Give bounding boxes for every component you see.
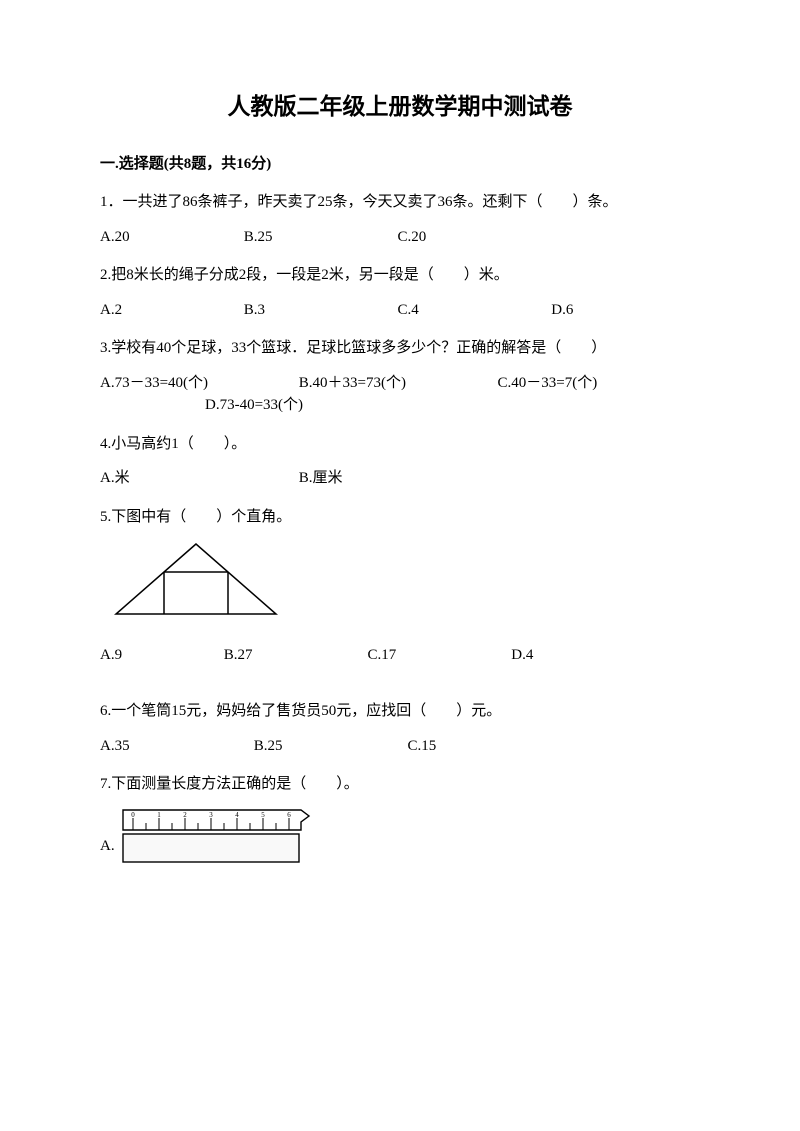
svg-text:2: 2 bbox=[183, 811, 187, 819]
q3-opt-a: A.73－33=40(个) bbox=[100, 372, 295, 395]
q5-text: 5.下图中有（ ）个直角。 bbox=[100, 506, 700, 529]
q4-opt-b: B.厘米 bbox=[299, 467, 343, 490]
q4-opt-a: A.米 bbox=[100, 467, 295, 490]
q5-opt-d: D.4 bbox=[511, 644, 533, 667]
q2-opt-c: C.4 bbox=[398, 299, 548, 322]
question-6: 6.一个笔筒15元，妈妈给了售货员50元，应找回（ ）元。 A.35 B.25 … bbox=[100, 700, 700, 757]
q5-opt-b: B.27 bbox=[224, 644, 364, 667]
ruler-diagram-icon: 0 1 2 3 4 5 6 bbox=[121, 808, 311, 866]
q7-figure: A. 0 bbox=[100, 808, 700, 866]
q4-text: 4.小马高约1（ ）。 bbox=[100, 433, 700, 456]
question-4: 4.小马高约1（ ）。 A.米 B.厘米 bbox=[100, 433, 700, 490]
q1-options: A.20 B.25 C.20 bbox=[100, 226, 700, 249]
q6-text: 6.一个笔筒15元，妈妈给了售货员50元，应找回（ ）元。 bbox=[100, 700, 700, 723]
q2-text: 2.把8米长的绳子分成2段，一段是2米，另一段是（ ）米。 bbox=[100, 264, 700, 287]
svg-text:5: 5 bbox=[261, 811, 265, 819]
q2-opt-a: A.2 bbox=[100, 299, 240, 322]
q5-opt-a: A.9 bbox=[100, 644, 220, 667]
q4-options: A.米 B.厘米 bbox=[100, 467, 700, 490]
q2-opt-d: D.6 bbox=[551, 299, 573, 322]
q3-opt-d: D.73-40=33(个) bbox=[205, 394, 303, 417]
section-header: 一.选择题(共8题，共16分) bbox=[100, 153, 700, 176]
question-5: 5.下图中有（ ）个直角。 A.9 B.27 C.17 D.4 bbox=[100, 506, 700, 667]
q5-opt-c: C.17 bbox=[368, 644, 508, 667]
page-title: 人教版二年级上册数学期中测试卷 bbox=[100, 90, 700, 125]
q6-options: A.35 B.25 C.15 bbox=[100, 735, 700, 758]
question-1: 1．一共进了86条裤子，昨天卖了25条，今天又卖了36条。还剩下（ ）条。 A.… bbox=[100, 191, 700, 248]
q5-options: A.9 B.27 C.17 D.4 bbox=[100, 644, 700, 667]
question-3: 3.学校有40个足球，33个篮球．足球比篮球多多少个？正确的解答是（ ） A.7… bbox=[100, 337, 700, 417]
svg-text:3: 3 bbox=[209, 811, 213, 819]
q3-opt-b: B.40＋33=73(个) bbox=[299, 372, 494, 395]
q3-opt-c: C.40－33=7(个) bbox=[498, 372, 598, 395]
q2-opt-b: B.3 bbox=[244, 299, 394, 322]
svg-text:0: 0 bbox=[131, 811, 135, 819]
q6-opt-a: A.35 bbox=[100, 735, 250, 758]
q7-opt-a: A. bbox=[100, 835, 115, 866]
q3-options: A.73－33=40(个) B.40＋33=73(个) C.40－33=7(个)… bbox=[100, 372, 700, 417]
svg-text:4: 4 bbox=[235, 811, 239, 819]
q6-opt-c: C.15 bbox=[408, 735, 437, 758]
q6-opt-b: B.25 bbox=[254, 735, 404, 758]
q7-text: 7.下面测量长度方法正确的是（ ）。 bbox=[100, 773, 700, 796]
triangle-diagram-icon bbox=[110, 540, 282, 618]
q1-opt-a: A.20 bbox=[100, 226, 240, 249]
q1-opt-c: C.20 bbox=[398, 226, 427, 249]
svg-text:1: 1 bbox=[157, 811, 161, 819]
q1-opt-b: B.25 bbox=[244, 226, 394, 249]
question-7: 7.下面测量长度方法正确的是（ ）。 A. bbox=[100, 773, 700, 866]
svg-text:6: 6 bbox=[287, 811, 291, 819]
q2-options: A.2 B.3 C.4 D.6 bbox=[100, 299, 700, 322]
q3-text: 3.学校有40个足球，33个篮球．足球比篮球多多少个？正确的解答是（ ） bbox=[100, 337, 700, 360]
question-2: 2.把8米长的绳子分成2段，一段是2米，另一段是（ ）米。 A.2 B.3 C.… bbox=[100, 264, 700, 321]
q5-figure bbox=[110, 540, 700, 626]
q1-text: 1．一共进了86条裤子，昨天卖了25条，今天又卖了36条。还剩下（ ）条。 bbox=[100, 191, 700, 214]
